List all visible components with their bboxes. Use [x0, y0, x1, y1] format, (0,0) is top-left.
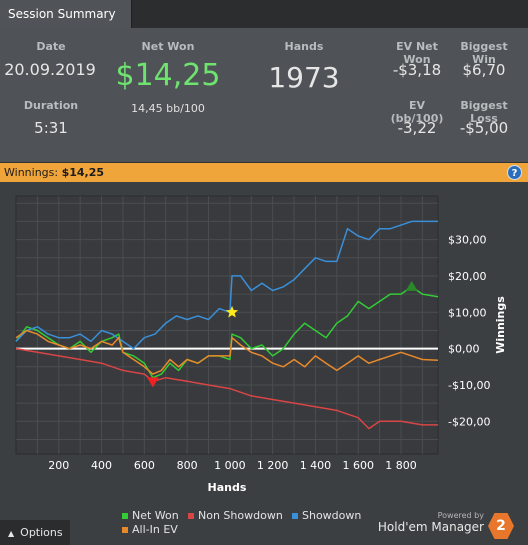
bb100-value: 14,45 bb/100	[131, 102, 205, 115]
legend-label: Net Won	[132, 509, 179, 522]
winnings-chart-svg: 200 400 600 800 1 000 1 200 1 400 1 600 1 800 -$…	[15, 195, 507, 494]
legend-item-all-in-ev[interactable]: All-In EV	[122, 523, 178, 536]
y-axis-label: Winnings	[494, 296, 507, 354]
session-summary-panel: Date 20.09.2019 Duration 5:31 Net Won $1…	[0, 28, 528, 163]
ev-bb100-value: -3,22	[397, 119, 437, 137]
hm2-logo-icon: 2	[488, 513, 514, 539]
y-tick-label: $20,00	[448, 270, 487, 283]
chevron-up-icon: ▲	[8, 529, 15, 538]
biggest-loss-value: -$5,00	[459, 119, 509, 137]
tab-session-summary[interactable]: Session Summary	[0, 0, 132, 28]
tab-bar: Session Summary	[0, 0, 528, 28]
powered-by-text: Powered by	[437, 511, 484, 520]
ev-net-won-value: -$3,18	[392, 61, 442, 79]
legend-swatch	[122, 513, 128, 519]
legend-swatch	[122, 527, 128, 533]
net-won-label: Net Won	[141, 40, 195, 53]
ev-bb100-label: EV (bb/100)	[390, 99, 444, 125]
x-tick-labels: 200 400 600 800 1 000 1 200 1 400 1 600 1 800	[48, 459, 416, 472]
markers	[146, 280, 418, 388]
y-tick-label: -$10,00	[448, 379, 490, 392]
x-tick-label: 1 800	[385, 459, 417, 472]
winnings-chart: 200 400 600 800 1 000 1 200 1 400 1 600 1 800 -$…	[0, 182, 528, 522]
y-tick-label: $30,00	[448, 234, 487, 247]
brand-name: Hold'em Manager	[377, 520, 484, 534]
help-icon[interactable]: ?	[507, 165, 522, 180]
hands-value: 1973	[268, 61, 340, 94]
series-all-in-ev	[15, 329, 439, 375]
legend-label: All-In EV	[132, 523, 178, 536]
hands-label: Hands	[284, 40, 324, 53]
options-label: Options	[20, 526, 63, 539]
winnings-bar: Winnings: $14,25 ?	[0, 163, 528, 182]
winnings-value: $14,25	[61, 166, 105, 179]
x-tick-label: 1 600	[342, 459, 374, 472]
star-marker	[225, 305, 239, 318]
legend-swatch	[292, 513, 298, 519]
x-tick-label: 400	[91, 459, 112, 472]
legend-swatch	[188, 513, 194, 519]
legend-label: Showdown	[302, 509, 362, 522]
biggest-loss-marker	[146, 377, 159, 388]
x-tick-label: 1 400	[300, 459, 332, 472]
duration-label: Duration	[23, 99, 79, 112]
legend-item-showdown[interactable]: Showdown	[292, 509, 361, 522]
x-tick-label: 600	[134, 459, 155, 472]
grid-lines	[16, 196, 438, 454]
date-label: Date	[36, 40, 66, 53]
x-tick-label: 200	[48, 459, 69, 472]
series-lines	[15, 220, 439, 430]
series-showdown	[15, 220, 438, 350]
biggest-win-marker	[405, 280, 418, 291]
y-tick-label: $0,00	[448, 343, 480, 356]
footer: ▲ Options	[0, 520, 528, 545]
net-won-value: $14,25	[115, 58, 221, 93]
legend-label: Non Showdown	[198, 509, 283, 522]
y-tick-labels: -$20,00 -$10,00 $0,00 $10,00 $20,00 $30,00	[448, 234, 490, 429]
winnings-label: Winnings:	[4, 166, 59, 179]
x-axis-label: Hands	[208, 481, 247, 494]
date-value: 20.09.2019	[4, 60, 96, 79]
biggest-loss-label: Biggest Loss	[460, 99, 508, 125]
x-tick-label: 1 200	[257, 459, 289, 472]
series-non-showdown	[15, 347, 438, 430]
legend-item-net-won[interactable]: Net Won	[122, 509, 179, 522]
y-tick-label: $10,00	[448, 306, 487, 319]
ev-net-won-label: EV Net Won	[396, 40, 438, 66]
x-tick-label: 800	[177, 459, 198, 472]
duration-value: 5:31	[34, 119, 68, 137]
x-tick-label: 1 000	[214, 459, 246, 472]
y-tick-label: -$20,00	[448, 415, 490, 428]
biggest-win-value: $6,70	[462, 61, 506, 79]
biggest-win-label: Biggest Win	[460, 40, 508, 66]
options-button[interactable]: ▲ Options	[0, 520, 70, 545]
legend-item-non-showdown[interactable]: Non Showdown	[188, 509, 283, 522]
